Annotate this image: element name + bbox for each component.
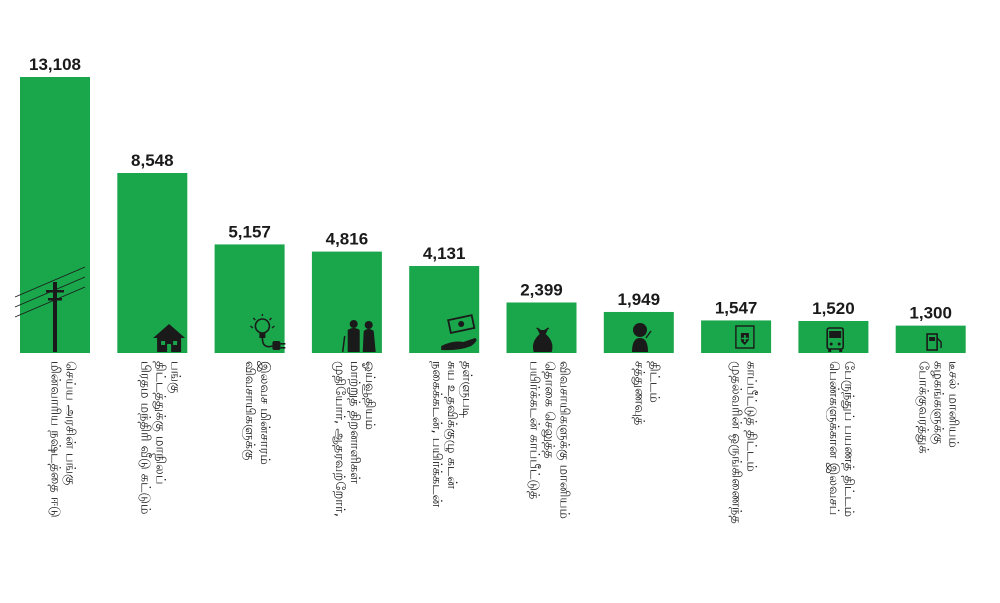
category-label-line: பேருந்துப் பயணத் திட்டம் <box>841 361 856 517</box>
category-label-line: கழகங்களுக்கு <box>931 361 946 444</box>
category-label: பயிர்க்கடன் காப்பீட்டுத் தொகை செலுத்த விவச… <box>527 361 572 519</box>
category-label: சத்துணவுத் திட்டம் <box>631 361 661 425</box>
category-label-line: ஓய்வூதியம் <box>362 361 377 430</box>
category-label-line: காப்பீட்டுத் திட்டம் <box>744 361 759 472</box>
icons-group <box>14 266 942 353</box>
category-label-line: விவசாயிகளுக்கு <box>242 361 257 460</box>
data-label: 2,399 <box>520 280 563 299</box>
category-label-line: சுய உதவிக்குழு கடன் <box>444 361 459 489</box>
health-shield-icon <box>735 325 755 349</box>
category-label-line: பங்கு <box>167 361 182 394</box>
money-hand-icon <box>441 314 477 351</box>
power-pylon-icon <box>14 266 86 352</box>
fuel-pump-icon <box>926 333 942 351</box>
data-label: 1,300 <box>909 304 952 323</box>
category-label-line: பிரதம மந்திரி வீடு கட்டும் <box>137 361 152 514</box>
category-label: முதியோர், ஆதரவற்றோர், மாற்றுத் திறனாளிகள்… <box>332 361 377 517</box>
data-label: 8,548 <box>131 151 174 170</box>
category-label-line: முதியோர், ஆதரவற்றோர், <box>332 361 347 517</box>
category-label-line: திட்டத்துக்கு மாநிலப் <box>152 361 167 485</box>
child-eating-icon <box>632 323 652 352</box>
data-label: 5,157 <box>228 222 271 241</box>
data-label: 1,547 <box>715 298 758 317</box>
category-label: விவசாயிகளுக்கு இலவச மின்சாரம் <box>242 361 272 465</box>
bar <box>409 266 480 353</box>
category-label-line: தொகை செலுத்த <box>542 361 557 459</box>
category-label-line: பயிர்க்கடன் காப்பீட்டுத் <box>527 361 542 499</box>
category-label-line: முதல்வரின் ஒருங்கிணைந்த <box>729 361 744 524</box>
category-label-line: மின்வாரிய நஷ்டத்தை ஈடு <box>48 361 63 518</box>
category-label: நகைக்கடன், பயிர்க்கடன் சுய உதவிக்குழு கடன… <box>429 361 474 508</box>
data-label: 4,816 <box>326 230 369 249</box>
category-label-line: போக்குவரத்துக் <box>916 361 931 454</box>
elderly-couple-icon <box>341 320 376 353</box>
category-label: போக்குவரத்துக் கழகங்களுக்கு டீசல் மானியம் <box>916 361 961 454</box>
category-label-line: இலவச மின்சாரம் <box>257 361 272 465</box>
category-label-line: தள்ளுபடி <box>459 361 474 419</box>
house-icon <box>153 324 186 352</box>
bulb-plug-icon <box>249 314 286 350</box>
value-labels-group: 13,108 8,548 5,157 4,816 4,131 2,399 1,949 1,54… <box>29 55 952 323</box>
data-label: 1,520 <box>812 299 855 318</box>
category-label-line: சத்துணவுத் <box>631 361 646 425</box>
data-label: 4,131 <box>423 244 466 263</box>
data-label: 1,949 <box>618 290 661 309</box>
category-label: பெண்களுக்கான இலவசப் பேருந்துப் பயணத் திட்… <box>826 361 856 517</box>
category-label-line: பெண்களுக்கான இலவசப் <box>826 361 841 515</box>
bus-icon <box>826 327 845 352</box>
category-label-line: மாற்றுத் திறனாளிகள் <box>347 361 362 484</box>
category-labels-group: மின்வாரிய நஷ்டத்தை ஈடு செய்ய அரசின் பங்கு… <box>48 361 961 524</box>
category-label: மின்வாரிய நஷ்டத்தை ஈடு செய்ய அரசின் பங்கு <box>48 361 78 518</box>
category-label-line: விவசாயிகளுக்கு மானியம் <box>557 361 572 519</box>
category-label-line: டீசல் மானியம் <box>946 361 961 448</box>
grain-sack-icon <box>532 327 553 352</box>
data-label: 13,108 <box>29 55 81 74</box>
category-label: பிரதம மந்திரி வீடு கட்டும் திட்டத்துக்கு … <box>137 361 182 514</box>
category-label-line: செய்ய அரசின் பங்கு <box>63 361 78 485</box>
category-label-line: நகைக்கடன், பயிர்க்கடன் <box>429 361 444 508</box>
category-label: முதல்வரின் ஒருங்கிணைந்த காப்பீட்டுத் திட்… <box>729 361 759 524</box>
category-label-line: திட்டம் <box>646 361 661 403</box>
bar <box>214 244 285 353</box>
bar <box>117 173 188 353</box>
